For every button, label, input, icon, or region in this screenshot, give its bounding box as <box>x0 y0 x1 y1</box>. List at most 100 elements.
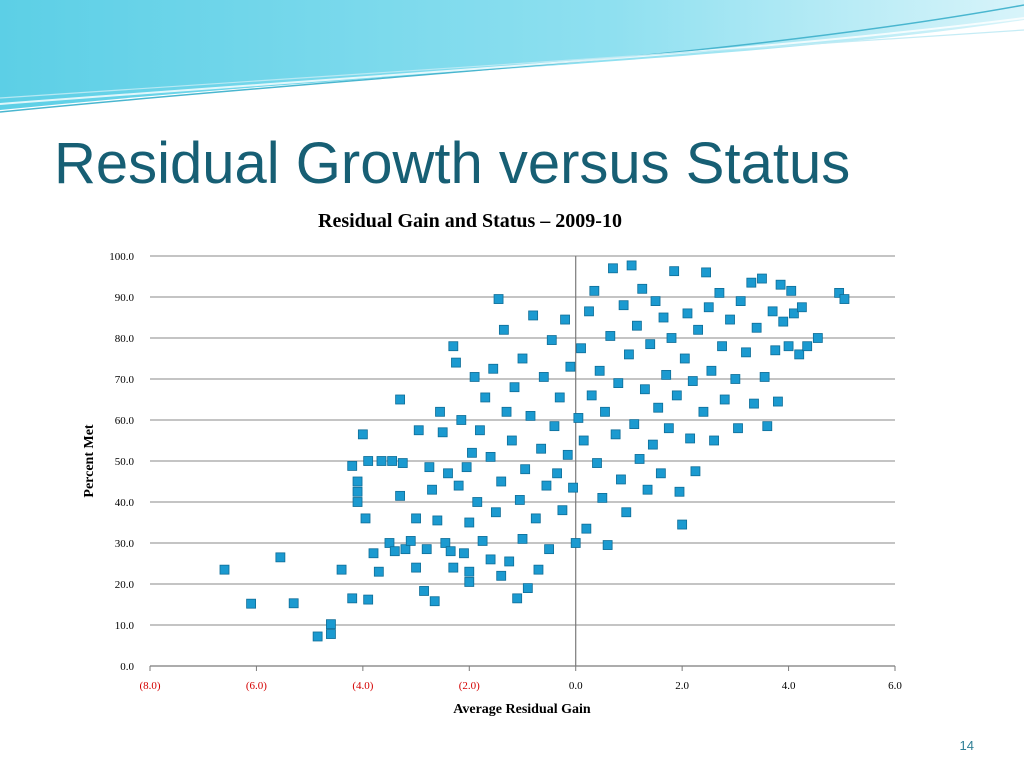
data-point <box>725 314 735 325</box>
data-point <box>352 497 363 507</box>
data-point <box>312 631 323 642</box>
data-point <box>544 544 555 555</box>
data-point <box>429 596 440 607</box>
data-point <box>733 423 743 434</box>
page-number: 14 <box>959 738 974 753</box>
data-point <box>650 296 661 307</box>
data-point <box>288 598 299 609</box>
data-point <box>560 314 570 325</box>
slide-title: Residual Growth versus Status <box>54 131 851 196</box>
data-point <box>485 451 496 462</box>
data-point <box>395 490 406 501</box>
data-point <box>608 263 618 274</box>
y-tick-label: 70.0 <box>115 374 135 386</box>
data-point <box>573 413 584 423</box>
data-point <box>632 320 642 331</box>
tick-labels: 0.0 10.0 20.0 30.0 40.0 50.0 60.0 70.0 80.0 90.0 1… <box>109 251 902 692</box>
data-point <box>496 570 507 581</box>
data-point <box>834 287 845 298</box>
data-point <box>794 349 805 360</box>
data-point <box>246 598 257 609</box>
data-point <box>501 406 512 417</box>
y-tick-label: 20.0 <box>115 579 135 591</box>
data-point <box>336 564 347 575</box>
data-point <box>549 421 560 432</box>
data-point <box>616 474 626 485</box>
data-point <box>352 476 363 487</box>
data-point <box>464 577 475 587</box>
data-point <box>674 486 685 497</box>
data-point <box>759 372 770 382</box>
data-point <box>679 353 690 364</box>
data-point <box>642 484 653 495</box>
data-point <box>477 536 488 546</box>
data-point <box>746 277 757 288</box>
header-wave-decoration <box>0 0 1024 113</box>
data-point <box>600 406 610 417</box>
data-point <box>533 564 544 575</box>
data-point <box>592 458 602 468</box>
y-tick-label: 50.0 <box>115 456 135 468</box>
data-point <box>618 300 629 311</box>
data-point <box>384 538 395 548</box>
data-point <box>363 456 374 466</box>
gridlines <box>150 255 895 626</box>
data-point <box>411 513 421 524</box>
data-point <box>634 454 645 464</box>
data-point <box>480 392 491 403</box>
y-tick-label: 10.0 <box>115 620 135 632</box>
data-point <box>605 331 616 341</box>
x-axis-label: Average Residual Gain <box>453 702 591 717</box>
data-point <box>658 312 669 323</box>
data-point <box>717 341 727 352</box>
data-point <box>504 556 515 567</box>
data-point <box>685 433 696 444</box>
data-point <box>690 466 701 477</box>
data-point <box>757 273 767 284</box>
x-tick-label: 0.0 <box>569 680 583 692</box>
data-point <box>693 324 704 335</box>
data-point <box>397 458 408 468</box>
y-tick-label: 60.0 <box>115 415 135 427</box>
data-point <box>363 594 374 605</box>
data-point <box>677 519 688 530</box>
y-axis-label: Percent Met <box>82 424 97 498</box>
data-point <box>395 394 406 405</box>
data-point <box>538 372 549 382</box>
data-point <box>405 536 416 546</box>
data-point <box>437 427 448 438</box>
data-point <box>709 435 719 446</box>
data-point <box>326 629 336 639</box>
data-point <box>506 435 517 446</box>
data-point <box>389 546 400 557</box>
data-point <box>469 372 480 382</box>
data-point <box>528 310 539 321</box>
data-point <box>421 544 432 555</box>
data-point <box>568 482 578 493</box>
data-point <box>682 308 693 319</box>
data-point <box>326 619 336 630</box>
data-point <box>767 306 778 317</box>
data-point <box>448 341 459 352</box>
data-point <box>219 564 230 575</box>
data-point <box>360 513 371 524</box>
data-point <box>451 357 461 368</box>
data-point <box>639 384 650 395</box>
x-tick-label: 2.0 <box>675 680 689 692</box>
data-point <box>546 335 557 345</box>
data-point <box>663 423 674 434</box>
data-point <box>576 343 586 354</box>
data-point <box>637 283 648 294</box>
data-point <box>626 260 637 271</box>
y-tick-label: 100.0 <box>109 251 134 263</box>
data-point <box>751 322 762 333</box>
data-point <box>773 396 783 407</box>
data-point <box>352 486 363 497</box>
data-point <box>812 333 823 343</box>
data-point <box>610 429 621 440</box>
data-point <box>522 583 533 593</box>
data-point <box>655 468 666 479</box>
data-point <box>443 468 453 479</box>
data-point <box>435 406 445 417</box>
